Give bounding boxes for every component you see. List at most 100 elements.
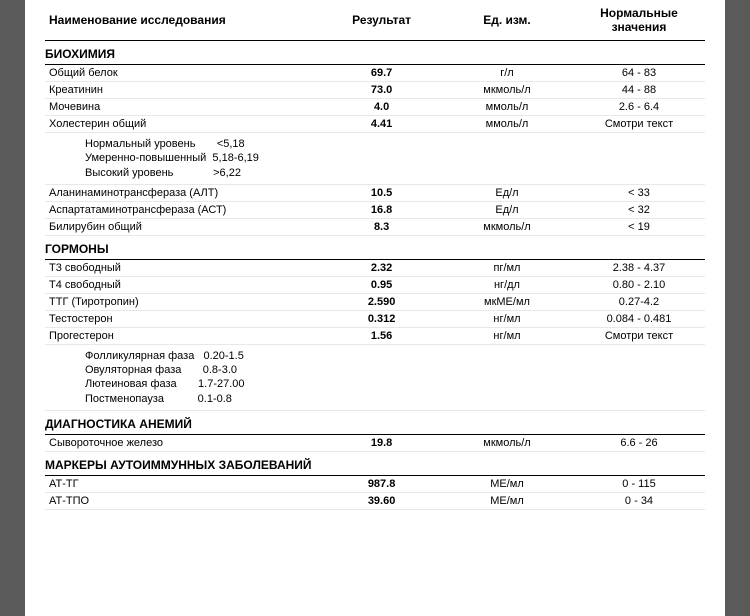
- test-result: 1.56: [322, 327, 441, 344]
- test-reference: 0.084 - 0.481: [573, 310, 705, 327]
- section-header: ДИАГНОСТИКА АНЕМИЙ: [45, 411, 705, 435]
- test-units: мкмоль/л: [441, 82, 573, 99]
- result-row: Сывороточное железо19.8мкмоль/л6.6 - 26: [45, 435, 705, 452]
- test-name: АТ-ТПО: [45, 493, 322, 510]
- test-units: Ед/л: [441, 184, 573, 201]
- test-result: 4.0: [322, 99, 441, 116]
- result-row: Креатинин73.0мкмоль/л44 - 88: [45, 82, 705, 99]
- test-result: 987.8: [322, 476, 441, 493]
- result-row: Мочевина4.0ммоль/л2.6 - 6.4: [45, 99, 705, 116]
- note-cell: Нормальный уровень <5,18Умеренно-повышен…: [45, 133, 705, 185]
- test-reference: 0.80 - 2.10: [573, 276, 705, 293]
- test-name: АТ-ТГ: [45, 476, 322, 493]
- note-line: Нормальный уровень <5,18: [85, 137, 701, 151]
- test-reference: < 33: [573, 184, 705, 201]
- test-result: 0.95: [322, 276, 441, 293]
- result-row: Общий белок69.7г/л64 - 83: [45, 65, 705, 82]
- test-units: нг/мл: [441, 327, 573, 344]
- test-reference: 44 - 88: [573, 82, 705, 99]
- test-units: МЕ/мл: [441, 493, 573, 510]
- test-reference: 2.38 - 4.37: [573, 259, 705, 276]
- test-name: Мочевина: [45, 99, 322, 116]
- test-result: 0.312: [322, 310, 441, 327]
- note-row: Фолликулярная фаза 0.20-1.5Овуляторная ф…: [45, 344, 705, 410]
- section-header: МАРКЕРЫ АУТОИММУННЫХ ЗАБОЛЕВАНИЙ: [45, 452, 705, 476]
- table-header: Наименование исследования Результат Ед. …: [45, 0, 705, 41]
- results-table: Наименование исследования Результат Ед. …: [45, 0, 705, 510]
- test-result: 8.3: [322, 218, 441, 235]
- note-line: Высокий уровень >6,22: [85, 166, 701, 180]
- test-reference: < 32: [573, 201, 705, 218]
- section-title: ДИАГНОСТИКА АНЕМИЙ: [45, 411, 705, 435]
- test-result: 69.7: [322, 65, 441, 82]
- result-row: АТ-ТГ987.8МЕ/мл0 - 115: [45, 476, 705, 493]
- test-reference: 6.6 - 26: [573, 435, 705, 452]
- test-name: Холестерин общий: [45, 116, 322, 133]
- note-line: Постменопауза 0.1-0.8: [85, 392, 701, 406]
- test-units: мкмоль/л: [441, 435, 573, 452]
- header-ref: Нормальные значения: [573, 0, 705, 41]
- test-reference: 64 - 83: [573, 65, 705, 82]
- test-result: 4.41: [322, 116, 441, 133]
- test-units: ммоль/л: [441, 116, 573, 133]
- test-reference: 0 - 34: [573, 493, 705, 510]
- result-row: Билирубин общий8.3мкмоль/л< 19: [45, 218, 705, 235]
- test-result: 16.8: [322, 201, 441, 218]
- test-result: 10.5: [322, 184, 441, 201]
- section-header: БИОХИМИЯ: [45, 41, 705, 65]
- header-result: Результат: [322, 0, 441, 41]
- test-name: Аланинаминотрансфераза (АЛТ): [45, 184, 322, 201]
- test-result: 2.590: [322, 293, 441, 310]
- header-units: Ед. изм.: [441, 0, 573, 41]
- test-units: мкмоль/л: [441, 218, 573, 235]
- result-row: Тестостерон0.312нг/мл0.084 - 0.481: [45, 310, 705, 327]
- test-name: Т4 свободный: [45, 276, 322, 293]
- result-row: АТ-ТПО39.60МЕ/мл0 - 34: [45, 493, 705, 510]
- result-row: ТТГ (Тиротропин)2.590мкМЕ/мл0.27-4.2: [45, 293, 705, 310]
- lab-report-page: Наименование исследования Результат Ед. …: [25, 0, 725, 616]
- test-reference: Смотри текст: [573, 327, 705, 344]
- result-row: Т4 свободный0.95нг/дл0.80 - 2.10: [45, 276, 705, 293]
- test-units: мкМЕ/мл: [441, 293, 573, 310]
- test-name: Общий белок: [45, 65, 322, 82]
- test-name: Тестостерон: [45, 310, 322, 327]
- test-name: Билирубин общий: [45, 218, 322, 235]
- test-units: Ед/л: [441, 201, 573, 218]
- section-title: ГОРМОНЫ: [45, 235, 705, 259]
- result-row: Т3 свободный2.32пг/мл2.38 - 4.37: [45, 259, 705, 276]
- test-result: 39.60: [322, 493, 441, 510]
- result-row: Холестерин общий4.41ммоль/лСмотри текст: [45, 116, 705, 133]
- test-units: пг/мл: [441, 259, 573, 276]
- section-title: МАРКЕРЫ АУТОИММУННЫХ ЗАБОЛЕВАНИЙ: [45, 452, 705, 476]
- section-header: ГОРМОНЫ: [45, 235, 705, 259]
- note-line: Овуляторная фаза 0.8-3.0: [85, 363, 701, 377]
- test-reference: < 19: [573, 218, 705, 235]
- test-units: г/л: [441, 65, 573, 82]
- test-name: Т3 свободный: [45, 259, 322, 276]
- note-line: Фолликулярная фаза 0.20-1.5: [85, 349, 701, 363]
- result-row: Аланинаминотрансфераза (АЛТ)10.5Ед/л< 33: [45, 184, 705, 201]
- test-result: 2.32: [322, 259, 441, 276]
- note-row: Нормальный уровень <5,18Умеренно-повышен…: [45, 133, 705, 185]
- test-reference: 2.6 - 6.4: [573, 99, 705, 116]
- test-units: нг/дл: [441, 276, 573, 293]
- test-result: 73.0: [322, 82, 441, 99]
- result-row: Прогестерон1.56нг/млСмотри текст: [45, 327, 705, 344]
- result-row: Аспартатаминотрансфераза (АСТ)16.8Ед/л< …: [45, 201, 705, 218]
- test-name: Сывороточное железо: [45, 435, 322, 452]
- test-name: Креатинин: [45, 82, 322, 99]
- test-name: Прогестерон: [45, 327, 322, 344]
- test-reference: Смотри текст: [573, 116, 705, 133]
- test-result: 19.8: [322, 435, 441, 452]
- test-units: МЕ/мл: [441, 476, 573, 493]
- note-line: Лютеиновая фаза 1.7-27.00: [85, 377, 701, 391]
- header-name: Наименование исследования: [45, 0, 322, 41]
- test-units: ммоль/л: [441, 99, 573, 116]
- test-reference: 0.27-4.2: [573, 293, 705, 310]
- test-name: ТТГ (Тиротропин): [45, 293, 322, 310]
- note-cell: Фолликулярная фаза 0.20-1.5Овуляторная ф…: [45, 344, 705, 410]
- test-units: нг/мл: [441, 310, 573, 327]
- note-line: Умеренно-повышенный 5,18-6,19: [85, 151, 701, 165]
- test-name: Аспартатаминотрансфераза (АСТ): [45, 201, 322, 218]
- section-title: БИОХИМИЯ: [45, 41, 705, 65]
